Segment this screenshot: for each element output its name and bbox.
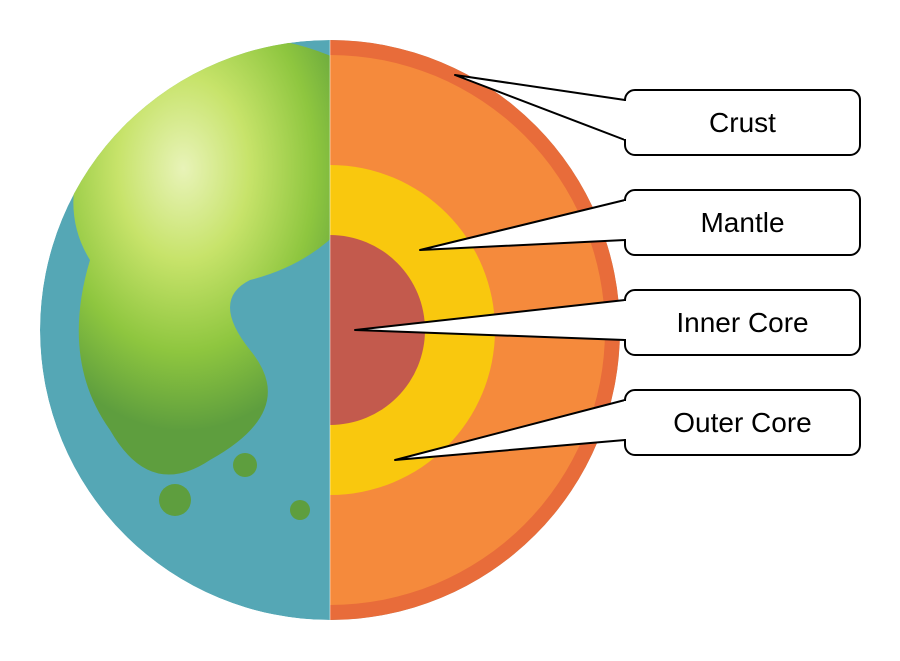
- island-1: [159, 484, 191, 516]
- diagram-svg: Crust Mantle Inner Core Outer Core: [0, 0, 900, 661]
- callout-label-crust: Crust: [709, 107, 776, 138]
- island-2: [233, 453, 257, 477]
- callout-label-inner_core: Inner Core: [676, 307, 808, 338]
- callout-label-mantle: Mantle: [700, 207, 784, 238]
- callout-label-outer_core: Outer Core: [673, 407, 812, 438]
- earth-layers-diagram: Crust Mantle Inner Core Outer Core: [0, 0, 900, 661]
- island-3: [290, 500, 310, 520]
